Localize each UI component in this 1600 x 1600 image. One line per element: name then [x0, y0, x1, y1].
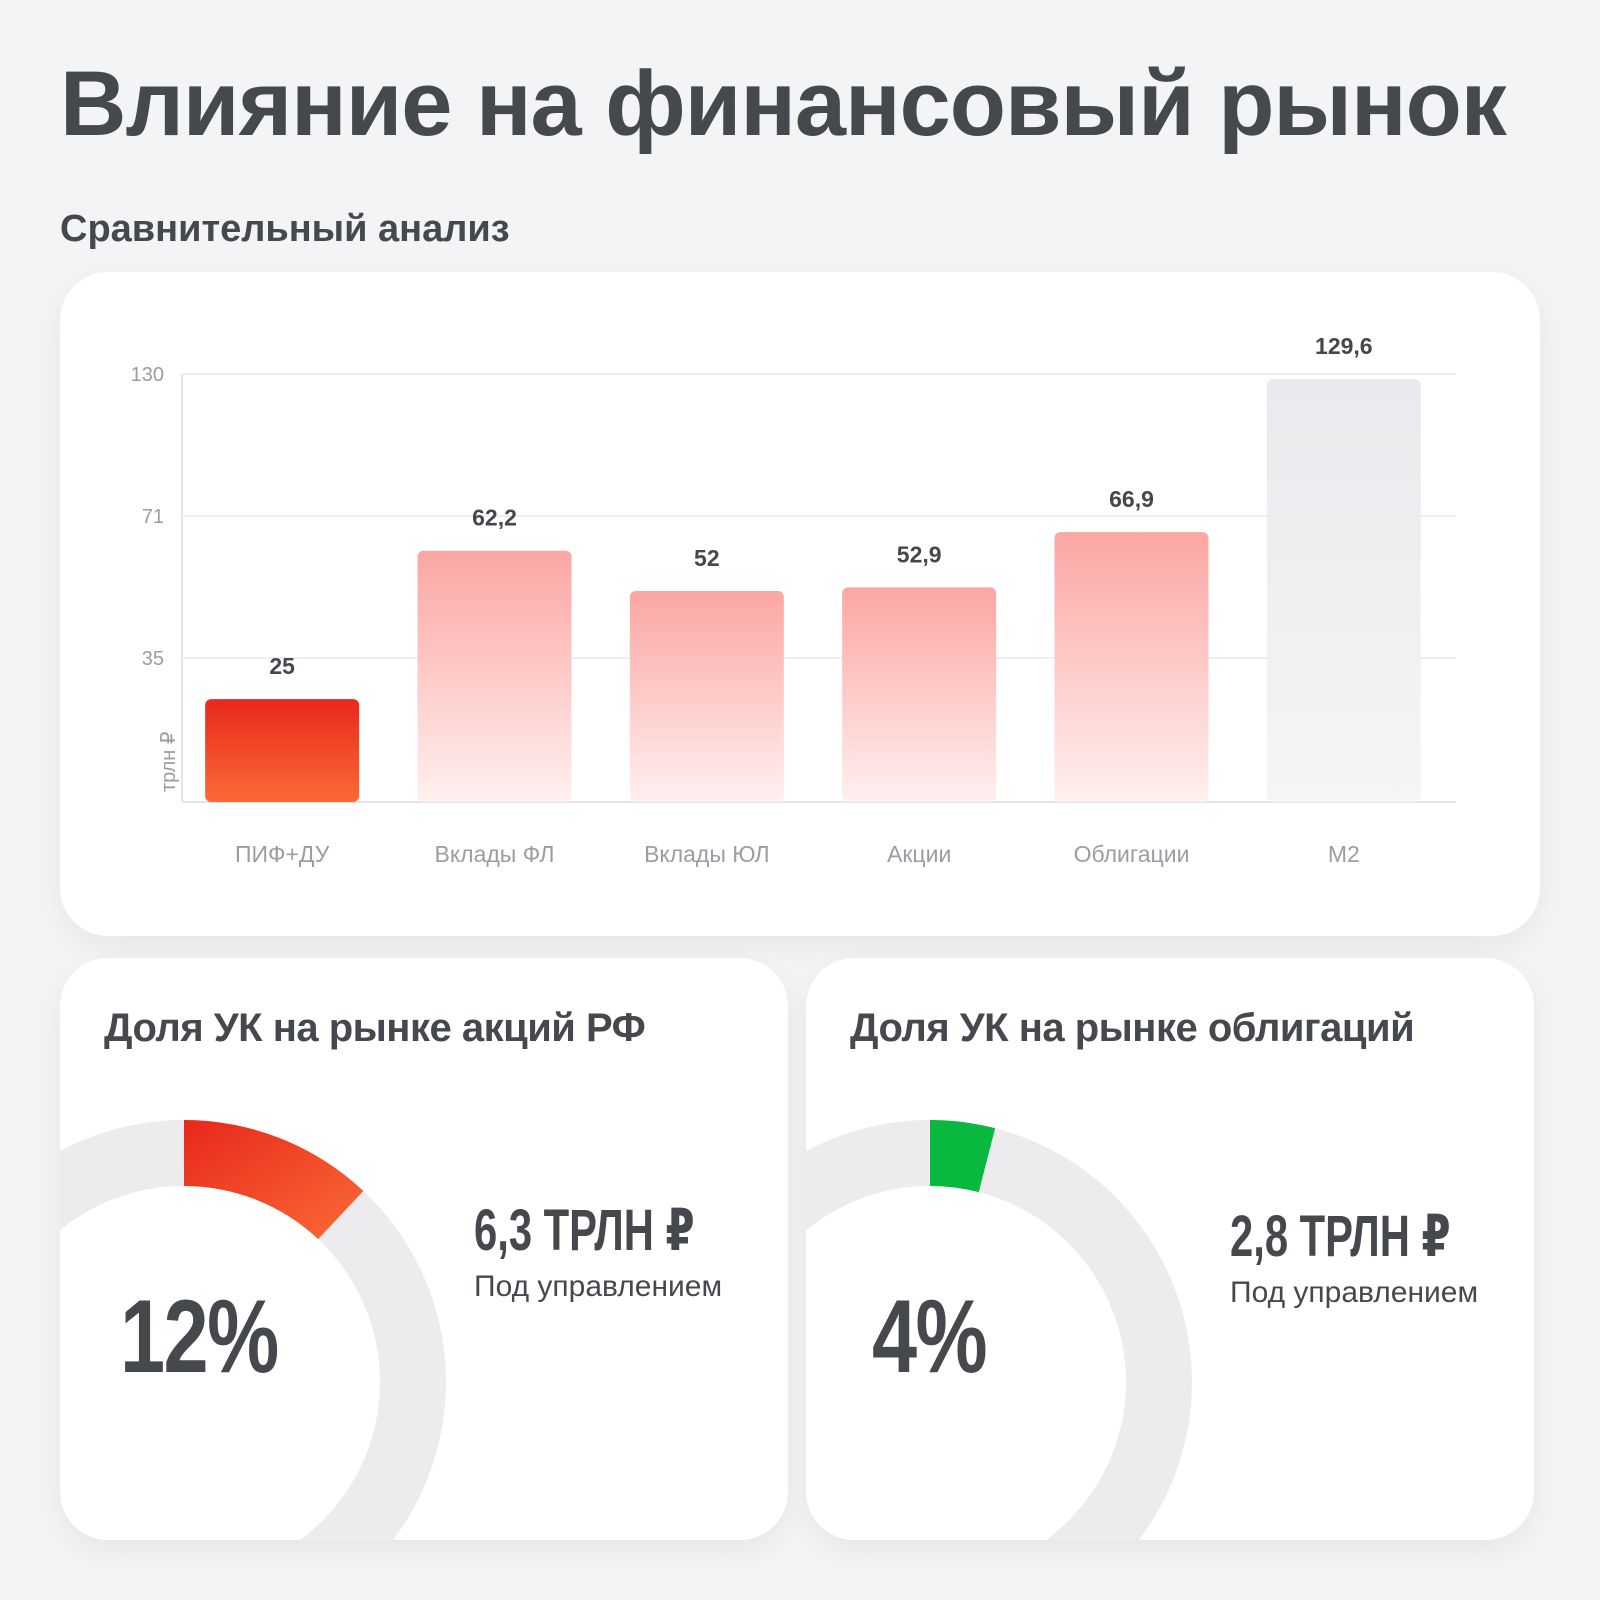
bar-6 [1266, 378, 1421, 802]
bar-2 [417, 550, 572, 802]
bar-value-label: 62,2 [472, 505, 517, 531]
x-category-label: Облигации [1074, 841, 1190, 867]
bar-chart: 35 71 130 25 ПИФ+ДУ 62,2 Вклады ФЛ 52 Вклады ЮЛ… [131, 333, 1456, 867]
donut-track [806, 1120, 1192, 1540]
stocks-share-card: Доля УК на рынке акций РФ 12% 6,3 ТРЛН ₽… [60, 958, 788, 1540]
donut-segment-bonds [930, 1120, 996, 1193]
stocks-amount: 6,3 ТРЛН ₽ [474, 1198, 695, 1263]
bar-3 [629, 590, 784, 802]
bonds-amount-label: Под управлением [1230, 1276, 1479, 1309]
bar-value-label: 129,6 [1315, 333, 1373, 359]
stocks-share-percent: 12% [120, 1279, 279, 1395]
stocks-amount-label: Под управлением [474, 1270, 723, 1303]
bonds-share-donut [806, 1120, 1192, 1540]
section-subtitle: Сравнительный анализ [60, 208, 510, 250]
x-category-label: М2 [1328, 841, 1360, 867]
x-category-label: ПИФ+ДУ [235, 841, 330, 867]
bar-value-label: 66,9 [1109, 486, 1154, 512]
bonds-share-percent: 4% [872, 1279, 988, 1395]
x-category-label: Вклады ФЛ [434, 841, 554, 867]
x-category-label: Акции [887, 841, 951, 867]
y-tick-label: 35 [142, 648, 164, 670]
stocks-share-title: Доля УК на рынке акций РФ [104, 1006, 646, 1050]
bar-value-label: 25 [269, 653, 295, 679]
bonds-share-title: Доля УК на рынке облигаций [850, 1006, 1415, 1050]
bar-chart-card: 35 71 130 25 ПИФ+ДУ 62,2 Вклады ФЛ 52 Вклады ЮЛ… [60, 272, 1540, 936]
bonds-amount: 2,8 ТРЛН ₽ [1230, 1204, 1451, 1269]
bar-5 [1054, 532, 1209, 802]
y-axis-label: трлн ₽ [158, 731, 180, 792]
x-category-label: Вклады ЮЛ [644, 841, 770, 867]
donut-track [60, 1120, 446, 1540]
bar-1 [205, 699, 360, 802]
bar-4 [842, 587, 997, 802]
y-tick-label: 130 [131, 364, 164, 386]
bonds-share-card: Доля УК на рынке облигаций 4% 2,8 ТРЛН ₽… [806, 958, 1534, 1540]
y-tick-label: 71 [142, 506, 164, 528]
bar-value-label: 52 [694, 545, 720, 571]
stocks-share-donut [60, 1120, 446, 1540]
page-title: Влияние на финансовый рынок [60, 53, 1507, 155]
bar-value-label: 52,9 [897, 541, 942, 567]
donut-segment-stocks [184, 1120, 364, 1240]
